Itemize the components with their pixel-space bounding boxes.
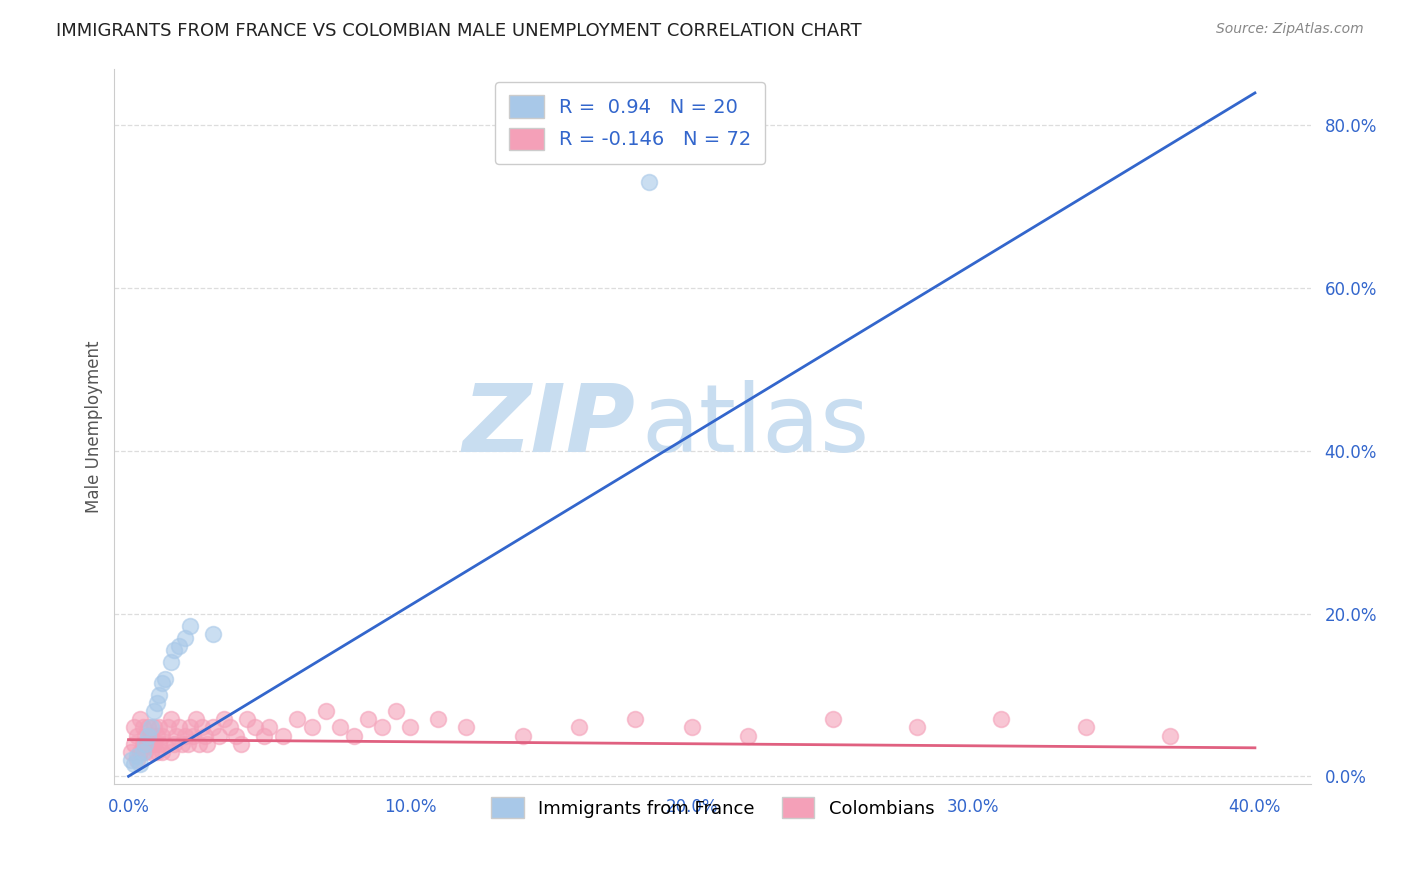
Point (148, 688, 170, 702)
Point (162, 643, 184, 657)
Point (399, 721, 422, 735)
Point (253, 729, 276, 743)
Point (150, 729, 173, 743)
Point (512, 729, 534, 743)
Text: Source: ZipAtlas.com: Source: ZipAtlas.com (1216, 22, 1364, 37)
Point (148, 737, 170, 751)
Text: atlas: atlas (641, 381, 869, 473)
Point (136, 737, 159, 751)
Point (142, 704, 165, 718)
Point (159, 745, 181, 759)
Point (385, 704, 408, 718)
Point (134, 729, 156, 743)
Point (173, 631, 195, 645)
Point (245, 721, 267, 735)
Point (207, 729, 229, 743)
Point (176, 737, 198, 751)
Point (148, 721, 170, 735)
Point (167, 639, 190, 653)
Point (273, 729, 295, 743)
Point (142, 721, 165, 735)
Point (218, 721, 240, 735)
Point (357, 712, 380, 726)
Point (145, 745, 167, 759)
Point (125, 753, 148, 767)
Point (568, 721, 591, 735)
Point (159, 656, 181, 670)
Point (139, 745, 162, 759)
Point (122, 737, 145, 751)
Point (173, 729, 195, 743)
Point (905, 721, 928, 735)
Point (125, 748, 148, 763)
Point (136, 729, 159, 743)
Point (170, 737, 193, 751)
Point (212, 712, 235, 726)
Point (153, 737, 176, 751)
Point (131, 721, 153, 735)
Point (259, 721, 281, 735)
Point (181, 729, 204, 743)
Point (1159, 729, 1181, 743)
Point (236, 712, 259, 726)
Point (343, 729, 366, 743)
Point (456, 721, 478, 735)
Point (139, 721, 162, 735)
Point (187, 737, 209, 751)
Point (201, 627, 224, 641)
Point (134, 745, 156, 759)
Point (195, 737, 218, 751)
Point (179, 619, 201, 633)
Text: IMMIGRANTS FROM FRANCE VS COLOMBIAN MALE UNEMPLOYMENT CORRELATION CHART: IMMIGRANTS FROM FRANCE VS COLOMBIAN MALE… (56, 22, 862, 40)
Point (156, 721, 179, 735)
Point (150, 675, 173, 690)
Point (315, 704, 337, 718)
Point (193, 729, 215, 743)
Point (624, 712, 647, 726)
Point (134, 737, 156, 751)
Point (371, 721, 394, 735)
Point (122, 721, 145, 735)
Point (128, 745, 150, 759)
Point (125, 729, 148, 743)
Point (159, 712, 181, 726)
Point (167, 721, 190, 735)
Point (201, 721, 224, 735)
Point (153, 672, 176, 686)
Point (179, 721, 201, 735)
Point (165, 729, 187, 743)
Point (737, 729, 759, 743)
Point (821, 712, 844, 726)
Point (145, 729, 167, 743)
Point (120, 753, 142, 767)
Point (136, 721, 159, 735)
Point (142, 737, 165, 751)
Point (224, 729, 246, 743)
Point (145, 696, 167, 710)
Point (638, 176, 661, 190)
Point (128, 712, 150, 726)
Point (128, 757, 150, 772)
Point (139, 729, 162, 743)
Point (150, 745, 173, 759)
Point (122, 757, 145, 772)
Legend: Immigrants from France, Colombians: Immigrants from France, Colombians (484, 790, 942, 825)
Point (231, 737, 253, 751)
Point (120, 745, 142, 759)
Text: ZIP: ZIP (463, 381, 636, 473)
Point (329, 721, 352, 735)
Point (190, 721, 212, 735)
Point (287, 712, 309, 726)
Point (131, 745, 153, 759)
Point (1074, 721, 1097, 735)
Point (301, 721, 323, 735)
Point (990, 712, 1012, 726)
Point (681, 721, 703, 735)
Point (427, 712, 450, 726)
Point (131, 737, 153, 751)
Point (162, 737, 184, 751)
Point (184, 712, 207, 726)
Y-axis label: Male Unemployment: Male Unemployment (86, 340, 103, 513)
